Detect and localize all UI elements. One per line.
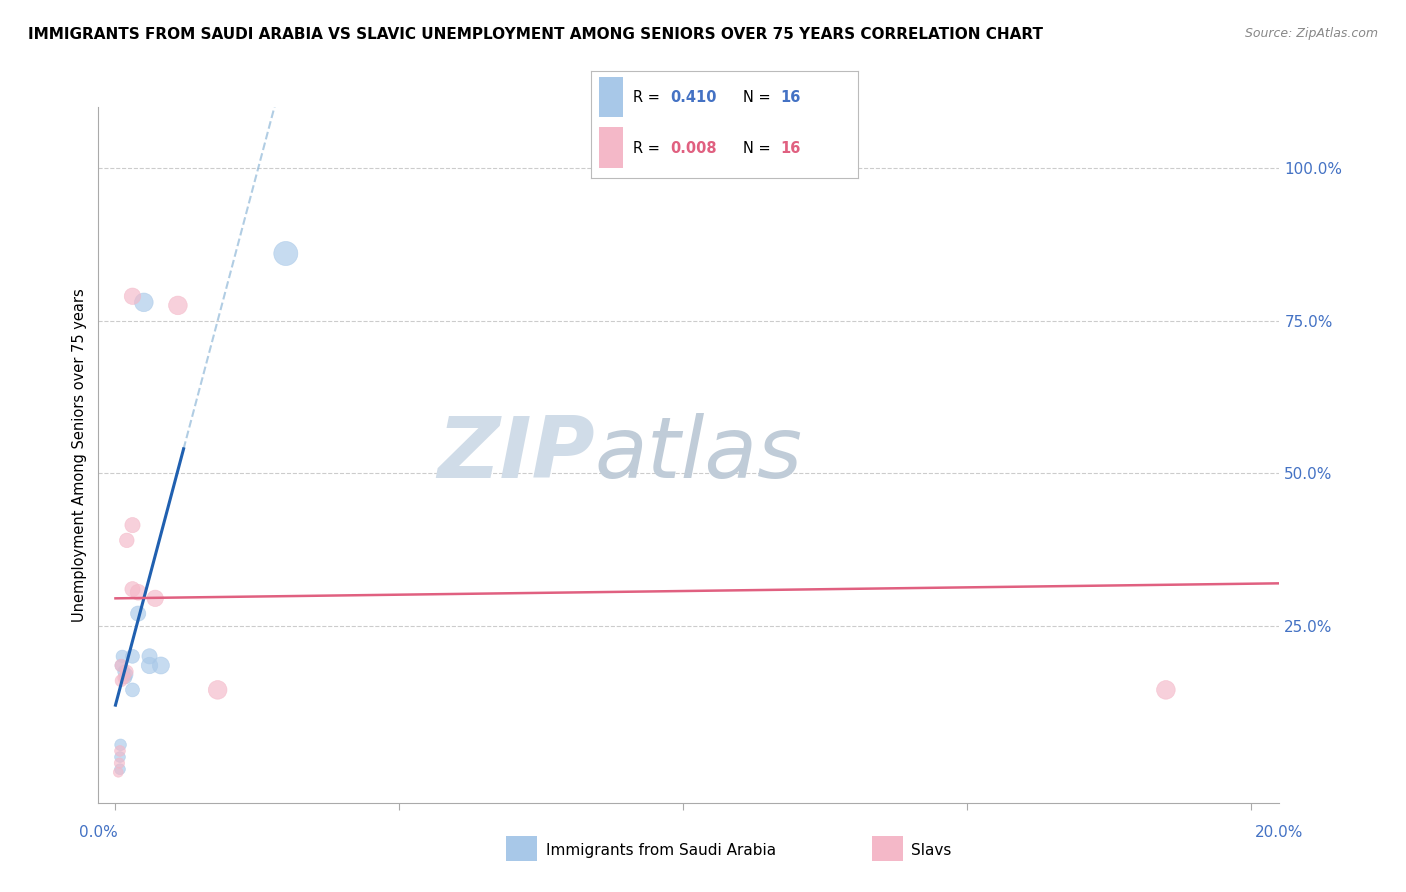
Point [138, 658, 160, 673]
Point [110, 658, 132, 673]
Bar [599, 77, 623, 118]
Point [107, 765, 129, 780]
Text: ZIP: ZIP [437, 413, 595, 497]
Text: Immigrants from Saudi Arabia: Immigrants from Saudi Arabia [546, 843, 776, 857]
Text: N =: N = [742, 89, 775, 104]
Point [111, 649, 134, 664]
Point [112, 665, 135, 679]
Text: 16: 16 [780, 89, 800, 104]
Point [110, 673, 132, 688]
Point [127, 607, 149, 621]
Text: Slavs: Slavs [911, 843, 952, 857]
Text: N =: N = [742, 141, 775, 156]
Point [115, 533, 138, 548]
Bar [599, 127, 623, 168]
Text: 0.410: 0.410 [671, 89, 717, 104]
Text: 0.0%: 0.0% [79, 825, 118, 840]
Point [1154, 682, 1177, 697]
Text: Source: ZipAtlas.com: Source: ZipAtlas.com [1244, 27, 1378, 40]
Point [138, 649, 160, 664]
Point [167, 298, 190, 312]
Point [115, 667, 138, 681]
Text: atlas: atlas [595, 413, 803, 497]
Text: 20.0%: 20.0% [1256, 825, 1303, 840]
Point [108, 756, 131, 771]
Point [114, 671, 136, 685]
Text: R =: R = [633, 141, 665, 156]
Point [110, 658, 132, 673]
Text: IMMIGRANTS FROM SAUDI ARABIA VS SLAVIC UNEMPLOYMENT AMONG SENIORS OVER 75 YEARS : IMMIGRANTS FROM SAUDI ARABIA VS SLAVIC U… [28, 27, 1043, 42]
Point [121, 518, 143, 533]
Point [143, 591, 166, 606]
Point [121, 649, 143, 664]
Point [274, 246, 297, 260]
Text: R =: R = [633, 89, 665, 104]
Y-axis label: Unemployment Among Seniors over 75 years: Unemployment Among Seniors over 75 years [72, 288, 87, 622]
Point [132, 295, 155, 310]
Point [108, 744, 131, 758]
Point [207, 682, 229, 697]
Point [121, 289, 143, 303]
Point [121, 582, 143, 597]
Point [149, 658, 172, 673]
Point [108, 762, 131, 776]
Point [112, 671, 135, 685]
Text: 16: 16 [780, 141, 800, 156]
Point [121, 682, 143, 697]
Point [115, 665, 138, 679]
Point [108, 750, 131, 764]
Point [110, 738, 132, 752]
Text: 0.008: 0.008 [671, 141, 717, 156]
Point [127, 585, 149, 599]
